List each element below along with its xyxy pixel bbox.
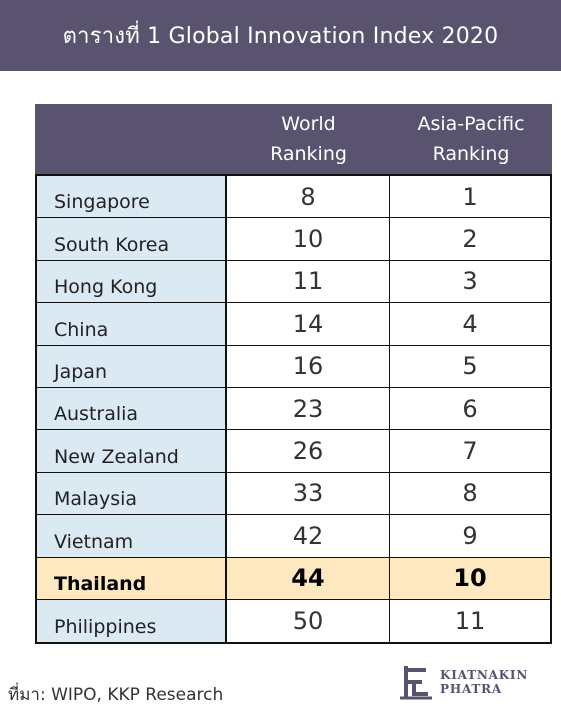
country-cell: Singapore <box>37 176 227 218</box>
header-blank-cell <box>35 104 227 174</box>
table-row: Japan 16 5 <box>37 345 550 388</box>
asia-ranking-cell: 10 <box>453 564 487 593</box>
table-row: China 14 4 <box>37 303 550 346</box>
table-row: Malaysia 33 8 <box>37 472 550 516</box>
kkp-logo-icon <box>400 666 432 700</box>
country-cell: Philippines <box>37 599 227 643</box>
page-title: ตารางที่ 1 Global Innovation Index 2020 <box>62 24 499 49</box>
table-row: South Korea 10 2 <box>37 218 550 261</box>
table-row: Vietnam 42 9 <box>37 515 550 558</box>
asia-ranking-cell: 6 <box>462 394 478 423</box>
logo-text: KIATNAKIN PHATRA <box>440 668 528 696</box>
header-asia-line2: Ranking <box>432 143 510 165</box>
country-cell: New Zealand <box>37 430 227 472</box>
header-world-line1: World <box>281 113 336 135</box>
country-cell: Vietnam <box>37 515 227 557</box>
world-ranking-cell: 50 <box>227 599 390 643</box>
asia-ranking-cell: 1 <box>462 182 478 211</box>
asia-ranking-cell: 3 <box>462 267 478 296</box>
logo-line1: KIATNAKIN <box>440 668 529 682</box>
world-ranking-cell: 44 <box>227 557 390 599</box>
world-ranking-cell: 10 <box>227 218 390 260</box>
world-ranking-cell: 11 <box>227 260 390 303</box>
asia-ranking-cell: 5 <box>462 352 478 381</box>
asia-ranking-cell: 9 <box>462 521 478 550</box>
ranking-table: World Ranking Asia-Pacific Ranking Singa… <box>35 104 552 645</box>
table-body: Singapore 8 1 South Korea 10 2 Hong Kong 11 3 Chi… <box>35 174 552 645</box>
table-row: Philippines 50 11 <box>37 599 550 643</box>
table-row: Thailand 44 10 <box>37 557 550 600</box>
country-cell: Australia <box>37 387 227 430</box>
header-asia-ranking: Asia-Pacific Ranking <box>390 104 552 174</box>
asia-ranking-cell: 2 <box>462 225 478 254</box>
header-world-line2: Ranking <box>270 143 347 165</box>
asia-ranking-cell: 11 <box>454 607 486 636</box>
world-ranking-cell: 23 <box>227 387 390 430</box>
title-banner: ตารางที่ 1 Global Innovation Index 2020 <box>0 0 561 71</box>
world-ranking-cell: 33 <box>227 472 390 515</box>
world-ranking-cell: 42 <box>227 515 390 557</box>
world-ranking-cell: 14 <box>227 303 390 345</box>
source-note: ที่มา: WIPO, KKP Research <box>8 685 224 705</box>
brand-logo: KIATNAKIN PHATRA <box>400 664 528 700</box>
country-cell: Japan <box>37 345 227 387</box>
table-row: Hong Kong 11 3 <box>37 260 550 304</box>
header-asia-line1: Asia-Pacific <box>417 113 525 135</box>
world-ranking-cell: 26 <box>227 430 390 472</box>
logo-line2: PHATRA <box>440 682 503 696</box>
table-row: New Zealand 26 7 <box>37 430 550 473</box>
country-cell: South Korea <box>37 218 227 260</box>
country-cell: Hong Kong <box>37 260 227 303</box>
header-world-ranking: World Ranking <box>227 104 390 174</box>
table-row: Australia 23 6 <box>37 387 550 431</box>
asia-ranking-cell: 4 <box>462 309 478 338</box>
table-header: World Ranking Asia-Pacific Ranking <box>35 104 552 174</box>
country-cell: China <box>37 303 227 345</box>
country-cell: Malaysia <box>37 472 227 515</box>
country-cell: Thailand <box>37 557 227 599</box>
asia-ranking-cell: 8 <box>462 479 478 508</box>
world-ranking-cell: 8 <box>227 176 390 218</box>
table-row: Singapore 8 1 <box>37 176 550 219</box>
world-ranking-cell: 16 <box>227 345 390 387</box>
asia-ranking-cell: 7 <box>462 437 478 466</box>
